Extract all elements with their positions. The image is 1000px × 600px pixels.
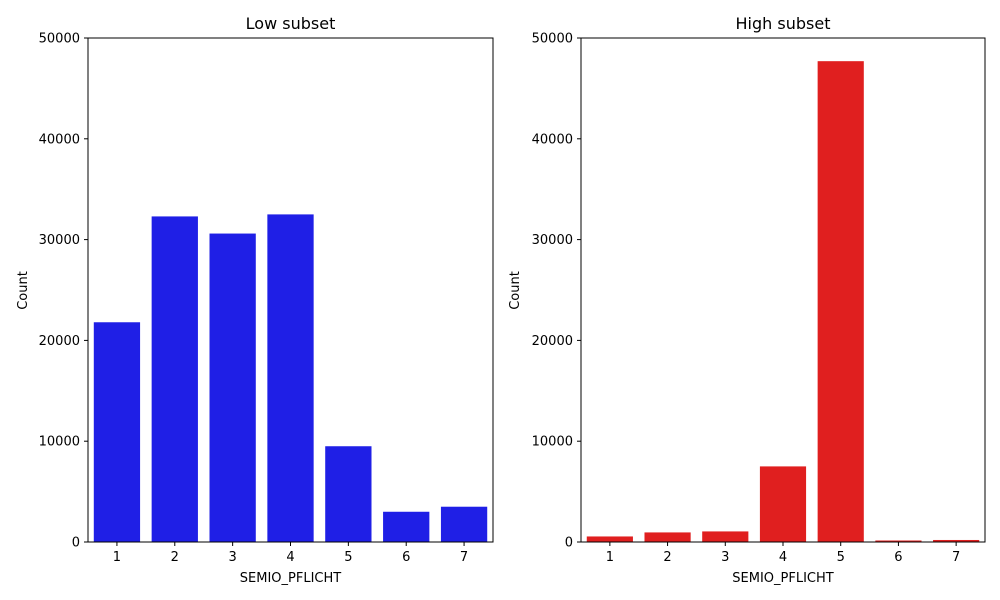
x-tick-label: 3 (229, 550, 237, 565)
x-tick-label: 6 (894, 550, 902, 565)
x-tick-label: 5 (344, 550, 352, 565)
bar-4 (267, 214, 314, 542)
x-tick-label: 7 (952, 550, 960, 565)
bar-3 (702, 531, 749, 542)
chart-title: Low subset (246, 14, 336, 33)
y-tick-label: 50000 (532, 32, 573, 47)
bar-6 (875, 540, 922, 542)
y-axis-label: Count (508, 271, 523, 310)
bar-5 (817, 61, 864, 543)
chart-title: High subset (736, 14, 831, 33)
x-tick-label: 4 (286, 550, 294, 565)
bar-4 (759, 466, 807, 542)
bar-1 (586, 536, 633, 542)
chart-panel-high: High subset Count SEMIO_PFLICHT 0 10000 20… (508, 14, 986, 586)
y-axis-label: Count (16, 271, 31, 310)
y-tick-label: 30000 (532, 233, 573, 248)
x-tick-label: 4 (779, 550, 787, 565)
bar-3 (209, 233, 256, 543)
y-tick-label: 20000 (39, 334, 80, 349)
x-tick-label: 5 (837, 550, 845, 565)
x-tick-label: 2 (663, 550, 671, 565)
y-tick-label: 20000 (532, 334, 573, 349)
x-tick-label: 2 (171, 550, 179, 565)
y-tick-label: 40000 (39, 132, 80, 147)
y-tick-label: 0 (72, 536, 80, 551)
x-axis-label: SEMIO_PFLICHT (732, 571, 833, 586)
bar-6 (383, 511, 430, 542)
y-tick-label: 30000 (39, 233, 80, 248)
bar-7 (440, 506, 488, 542)
bar-5 (325, 446, 372, 542)
bar-1 (93, 322, 141, 542)
y-tick-label: 0 (565, 536, 573, 551)
bar-2 (151, 216, 198, 543)
plot-area-high: 0 10000 20000 30000 40000 50000 1 2 3 4 5 6 7 (532, 32, 986, 565)
chart-panel-low: Low subset Count SEMIO_PFLICHT 0 10000 200… (16, 14, 494, 586)
plot-area-low: 0 10000 20000 30000 40000 50000 1 2 3 4 5 6 7 (39, 32, 494, 565)
x-axis-label: SEMIO_PFLICHT (240, 571, 341, 586)
y-tick-label: 10000 (39, 435, 80, 450)
x-tick-label: 1 (113, 550, 121, 565)
x-tick-label: 6 (402, 550, 410, 565)
x-tick-label: 7 (460, 550, 468, 565)
bar-2 (644, 532, 691, 542)
y-tick-label: 10000 (532, 435, 573, 450)
bar-7 (933, 539, 980, 542)
y-tick-label: 40000 (532, 132, 573, 147)
x-tick-label: 1 (606, 550, 614, 565)
x-tick-label: 3 (721, 550, 729, 565)
y-tick-label: 50000 (39, 32, 80, 47)
